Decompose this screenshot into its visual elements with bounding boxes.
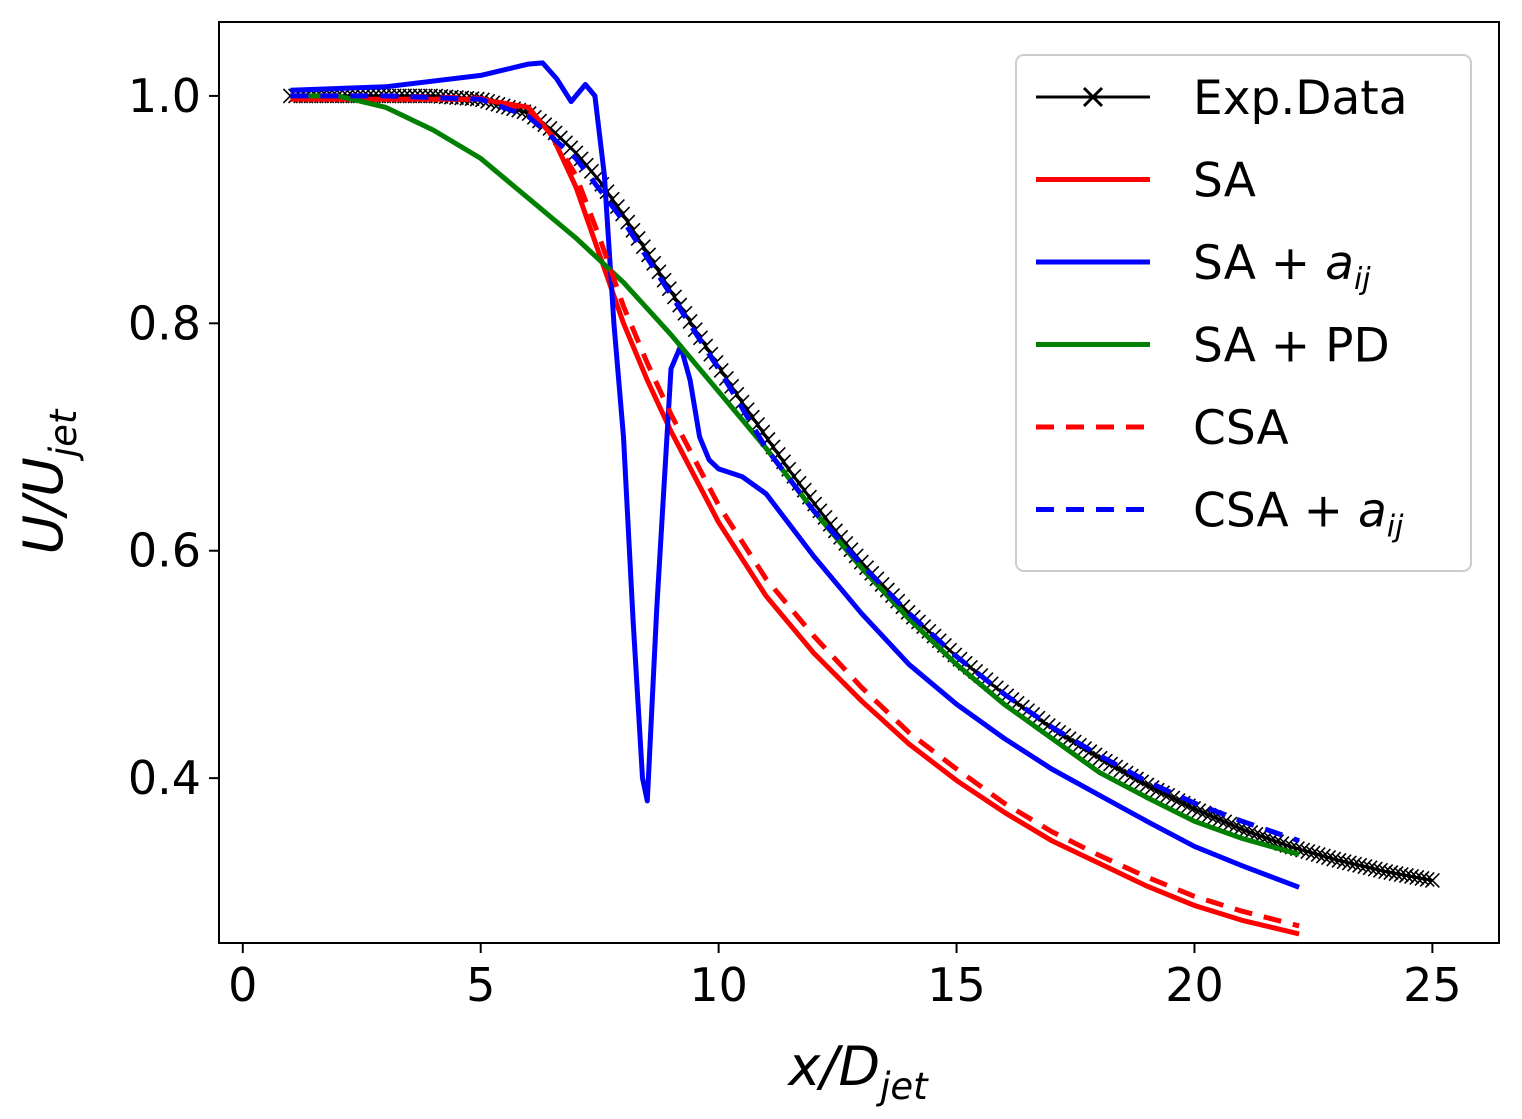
y-tick-label: 0.4 bbox=[128, 751, 201, 805]
y-tick-label: 1.0 bbox=[128, 69, 201, 123]
series-line-csa bbox=[290, 93, 1300, 929]
legend-label-text: SA + PD bbox=[1193, 319, 1390, 374]
legend-label-text: SA + bbox=[1193, 236, 1325, 291]
x-tick-label: 5 bbox=[466, 958, 495, 1012]
legend-label-sa-pd: SA + PD bbox=[1193, 319, 1390, 374]
plot-lines bbox=[282, 60, 1440, 937]
legend-label-symbol: a bbox=[1325, 236, 1354, 291]
legend-label-sub: ij bbox=[1354, 262, 1371, 297]
legend-label-csa-a-ij: CSA + aij bbox=[1193, 484, 1404, 545]
x-tick-label: 20 bbox=[1165, 958, 1224, 1012]
legend-label-sub: ij bbox=[1387, 510, 1404, 545]
x-tick-label: 0 bbox=[228, 958, 257, 1012]
legend-label-text: Exp.Data bbox=[1193, 71, 1408, 126]
x-tick-label: 15 bbox=[927, 958, 986, 1012]
y-tick-label: 0.8 bbox=[128, 296, 201, 350]
legend-label-csa: CSA bbox=[1193, 401, 1289, 456]
legend-marker-x bbox=[1082, 86, 1104, 108]
plot-frame bbox=[218, 21, 1500, 944]
y-axis-label: U/Ujet bbox=[12, 408, 85, 554]
x-axis-label: x/Djet bbox=[786, 1035, 929, 1108]
y-tick-label: 0.6 bbox=[128, 524, 201, 578]
legend-label-sa-a-ij: SA + aij bbox=[1193, 236, 1371, 297]
x-tick-label: 10 bbox=[689, 958, 748, 1012]
legend-label-text: CSA + bbox=[1193, 484, 1358, 539]
legend-label-exp-data: Exp.Data bbox=[1193, 71, 1408, 126]
series-line-csa-a-ij bbox=[290, 93, 1300, 844]
legend-box bbox=[1015, 54, 1472, 572]
y-axis-label-sub: jet bbox=[42, 408, 85, 462]
x-axis-label-main: x/D bbox=[786, 1035, 880, 1098]
series-line-sa bbox=[290, 96, 1300, 937]
legend-label-text: CSA bbox=[1193, 401, 1289, 456]
y-axis-label-main: U/U bbox=[12, 457, 75, 554]
x-tick-label: 25 bbox=[1403, 958, 1462, 1012]
legend-label-sa: SA bbox=[1193, 154, 1256, 209]
x-axis: 0 5 10 15 20 25 bbox=[228, 943, 1462, 1012]
legend-label-text: SA bbox=[1193, 154, 1256, 209]
legend-label-symbol: a bbox=[1358, 484, 1387, 539]
y-axis: 0.4 0.6 0.8 1.0 bbox=[128, 69, 219, 805]
x-axis-label-sub: jet bbox=[875, 1065, 929, 1108]
